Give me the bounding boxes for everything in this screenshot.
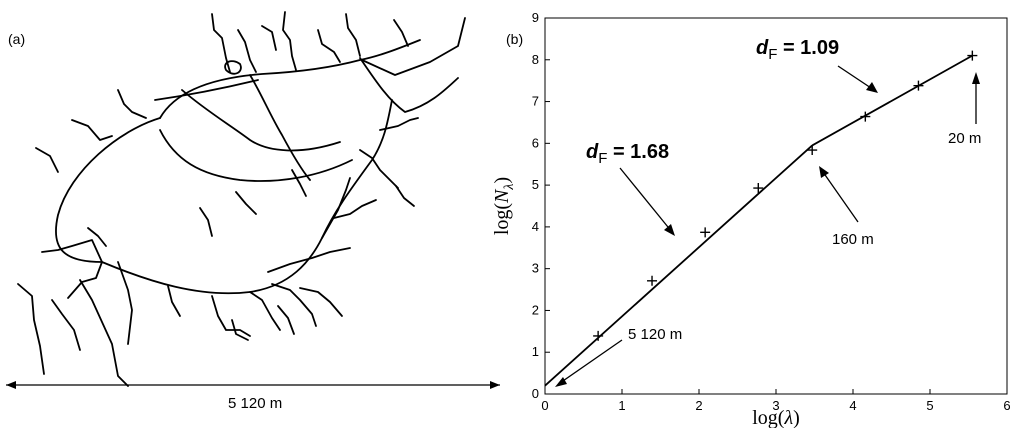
annotation-df-168: dF = 1.68 <box>586 141 675 236</box>
svg-text:dF = 1.09: dF = 1.09 <box>756 37 839 63</box>
annotation-df-109: dF = 1.09 <box>756 37 878 93</box>
x-tick-label: 1 <box>618 398 625 413</box>
y-axis-label: log(Nλ) <box>491 177 517 235</box>
x-tick-label: 2 <box>695 398 702 413</box>
data-point <box>647 275 658 286</box>
x-axis-label: log(λ) <box>752 407 800 428</box>
df-168-subscript: F <box>598 150 607 167</box>
fit-line-1 <box>544 144 813 387</box>
x-axis: 0 1 2 3 4 5 6 <box>541 389 1011 413</box>
scale-bar: 5 120 m <box>6 381 500 412</box>
data-point <box>967 50 978 61</box>
data-point <box>807 145 818 156</box>
svg-text:dF = 1.68: dF = 1.68 <box>586 141 669 167</box>
y-axis: 0 1 2 3 4 5 6 7 8 9 <box>532 10 550 401</box>
label-160m: 160 m <box>832 231 874 248</box>
panel-a: (a) <box>6 11 500 412</box>
x-tick-label: 4 <box>849 398 856 413</box>
annotation-5120m: 5 120 m <box>555 326 682 387</box>
data-point <box>593 330 604 341</box>
y-tick-label: 1 <box>532 344 539 359</box>
y-tick-label: 8 <box>532 52 539 67</box>
data-point <box>700 227 711 238</box>
panel-a-label: (a) <box>8 31 25 47</box>
df-168-symbol: d <box>586 141 599 163</box>
y-tick-label: 5 <box>532 177 539 192</box>
label-20m: 20 m <box>948 130 981 147</box>
scale-label: 5 120 m <box>228 395 282 412</box>
annotation-160m: 160 m <box>819 166 874 248</box>
y-tick-label: 2 <box>532 302 539 317</box>
df-109-symbol: d <box>756 37 769 59</box>
df-109-subscript: F <box>768 46 777 63</box>
label-5120m: 5 120 m <box>628 326 682 343</box>
fit-line-2 <box>811 54 973 147</box>
x-tick-label: 6 <box>1003 398 1010 413</box>
y-tick-label: 7 <box>532 94 539 109</box>
panel-b-label: (b) <box>506 31 523 47</box>
x-tick-label: 3 <box>772 398 779 413</box>
x-tick-label: 5 <box>926 398 933 413</box>
y-tick-label: 3 <box>532 261 539 276</box>
data-markers <box>593 50 978 341</box>
df-109-value: = 1.09 <box>777 37 839 59</box>
y-tick-label: 4 <box>532 219 539 234</box>
y-tick-label: 6 <box>532 135 539 150</box>
df-168-value: = 1.68 <box>607 141 669 163</box>
data-point <box>753 183 764 194</box>
y-tick-label: 0 <box>532 386 539 401</box>
x-tick-label: 0 <box>541 398 548 413</box>
y-tick-label: 9 <box>532 10 539 25</box>
data-point <box>860 111 871 122</box>
annotation-20m: 20 m <box>948 72 981 147</box>
network-drawing <box>17 11 466 387</box>
data-point <box>913 80 924 91</box>
fit-lines <box>544 54 973 387</box>
